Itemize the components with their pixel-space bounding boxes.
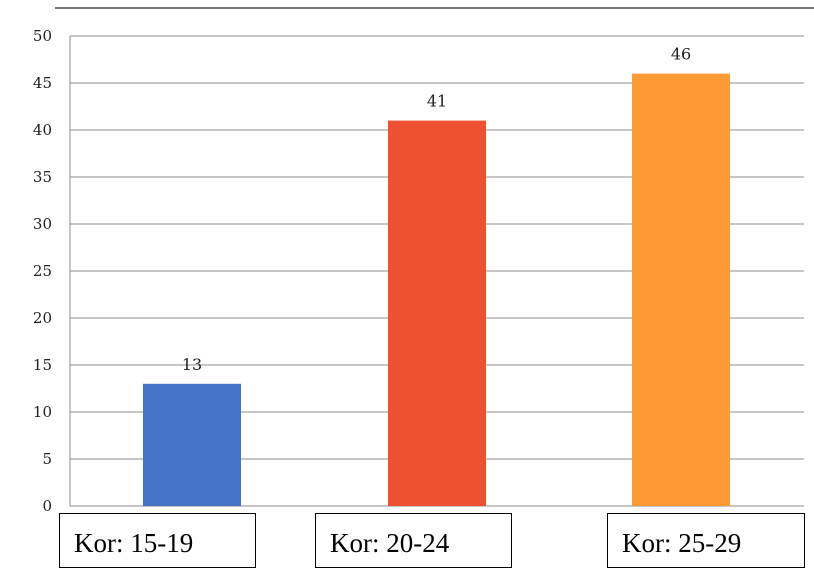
bar [143,383,241,506]
bar [388,120,486,506]
y-tick-label: 20 [33,309,52,327]
y-tick-label: 40 [33,121,52,139]
data-labels: 13 41 46 [182,45,691,374]
bar [632,73,730,506]
data-label: 46 [671,45,691,64]
data-label: 13 [182,355,202,374]
y-tick-label: 15 [33,356,52,374]
y-tick-label: 50 [33,27,52,45]
y-tick-label: 30 [33,215,52,233]
y-axis-ticks: 0 5 10 15 20 25 30 35 40 45 50 [33,27,52,515]
y-tick-label: 35 [33,168,52,186]
y-tick-label: 45 [33,74,52,92]
category-label: Kor: 25-29 [607,513,805,568]
data-label: 41 [427,92,447,111]
y-tick-label: 5 [42,450,52,468]
y-tick-label: 10 [33,403,52,421]
category-label: Kor: 15-19 [59,513,256,568]
y-tick-label: 25 [33,262,52,280]
category-label: Kor: 20-24 [315,513,512,568]
y-tick-label: 0 [42,497,52,515]
bars [143,73,730,506]
